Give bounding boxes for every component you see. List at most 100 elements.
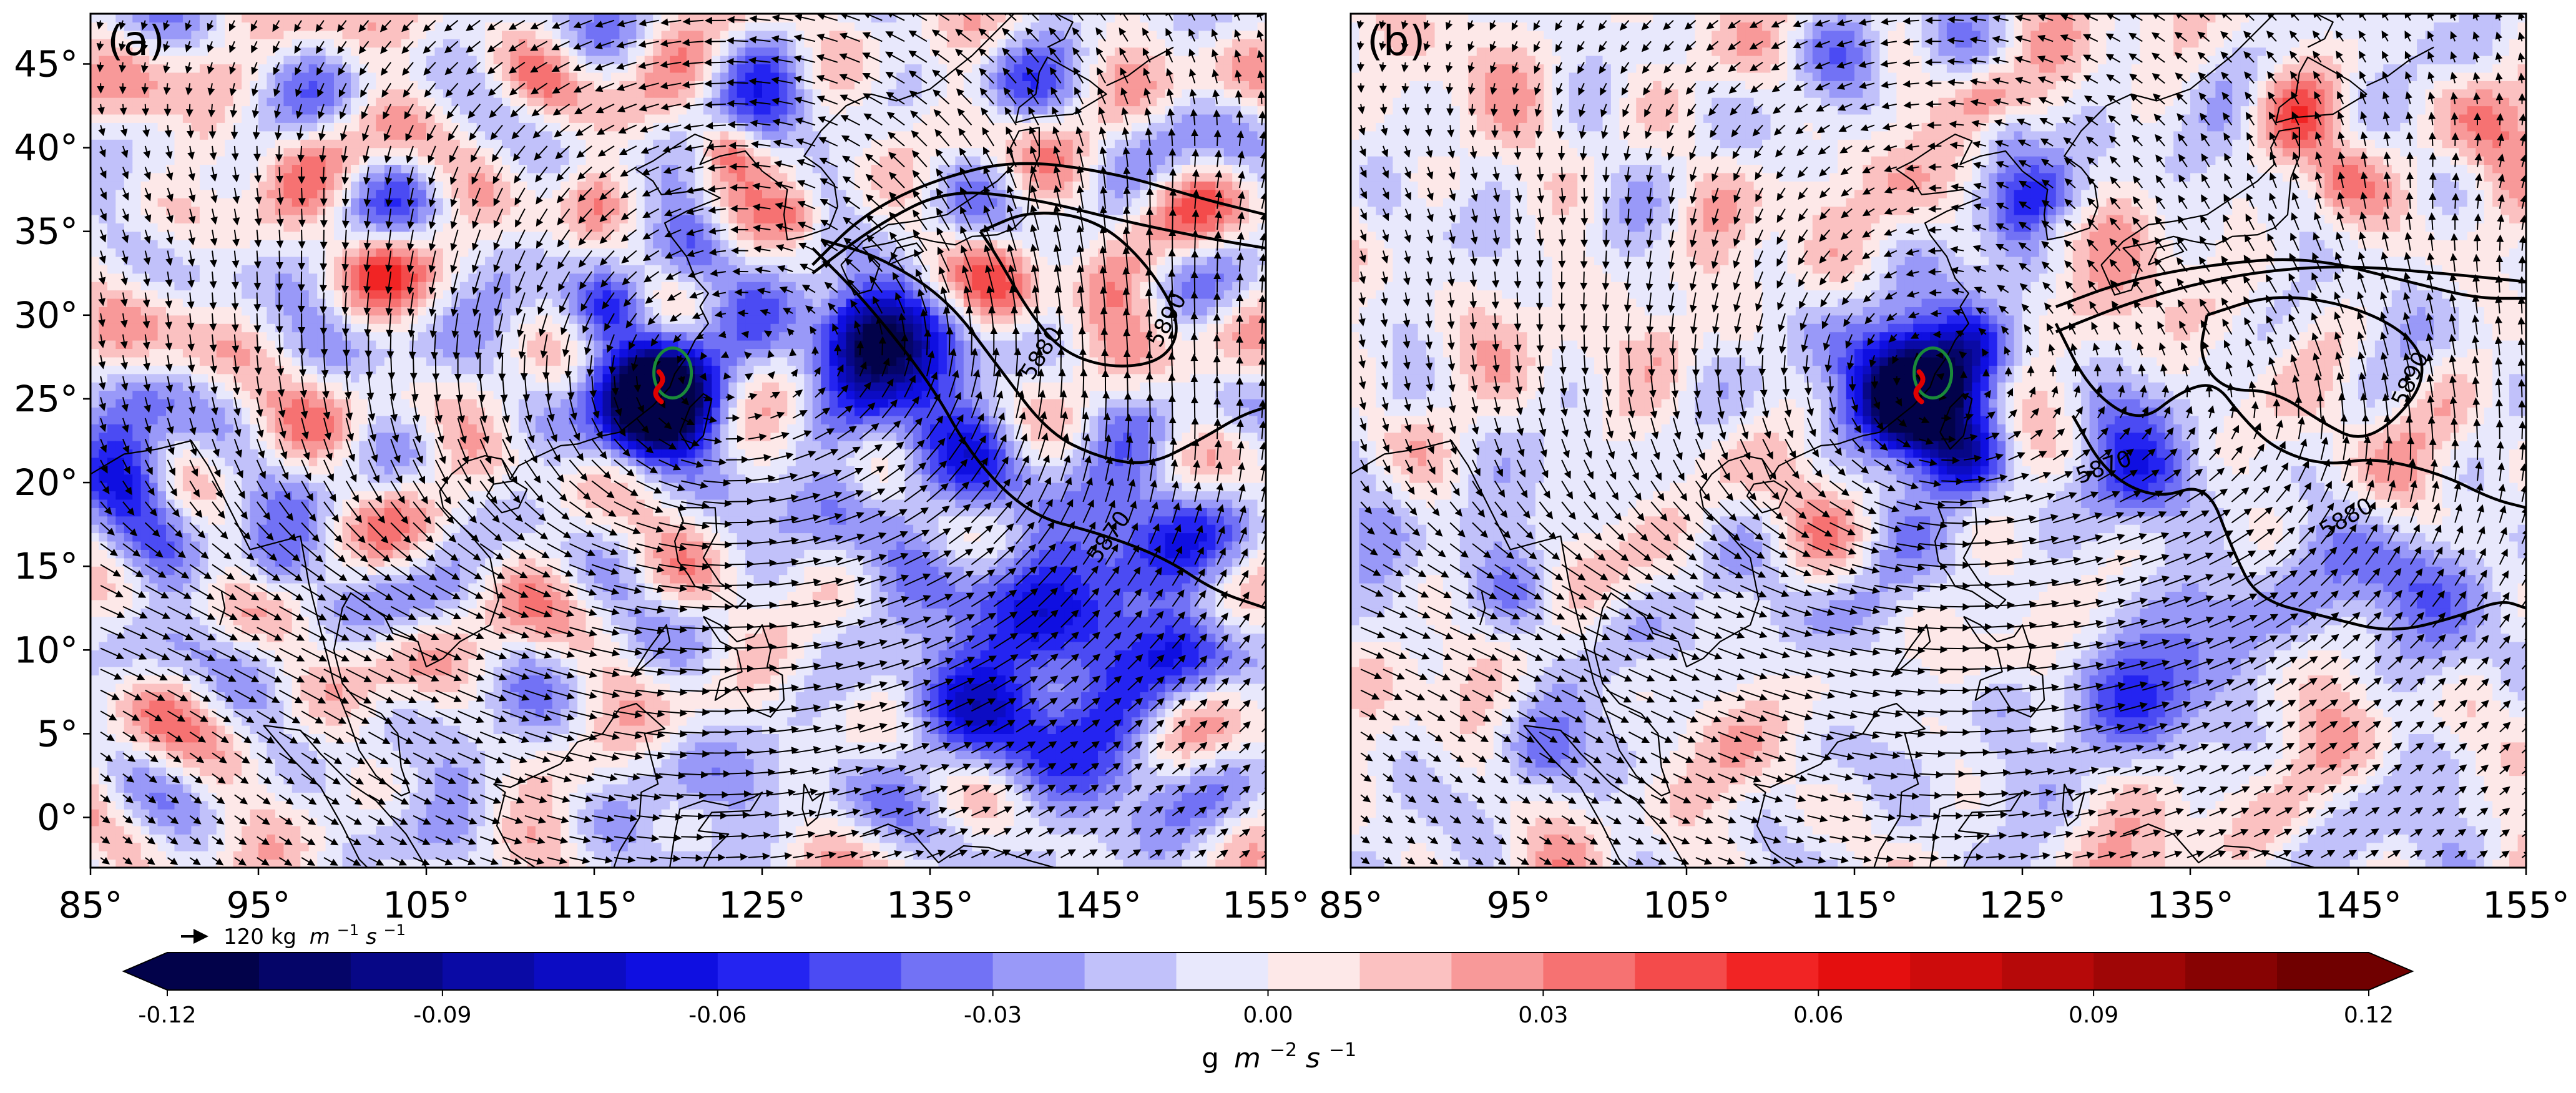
field-cell-a (325, 323, 335, 333)
field-cell-a (376, 742, 385, 751)
field-cell-a (174, 248, 184, 257)
field-cell-a (267, 181, 276, 190)
field-cell-a (468, 189, 477, 199)
field-cell-a (401, 725, 410, 734)
field-cell-a (182, 792, 192, 801)
field-cell-a (359, 817, 368, 826)
field-cell-a (468, 365, 477, 375)
field-cell-a (174, 398, 184, 408)
field-cell-a (342, 650, 351, 659)
field-cell-a (174, 516, 184, 525)
field-cell-a (291, 273, 301, 282)
field-cell-a (334, 181, 343, 190)
field-cell-a (174, 365, 184, 375)
field-cell-a (283, 658, 293, 667)
field-cell-a (149, 240, 159, 249)
field-cell-a (434, 30, 444, 39)
field-cell-a (250, 14, 259, 22)
field-cell-a (91, 22, 99, 31)
field-cell-a (258, 256, 267, 265)
field-cell-a (334, 466, 343, 475)
field-cell-a (258, 825, 267, 835)
field-cell-a (157, 667, 167, 676)
field-cell-a (434, 181, 444, 190)
field-cell-a (401, 700, 410, 709)
field-cell-a (124, 783, 133, 793)
field-cell-a (115, 382, 125, 391)
field-cell-a (99, 591, 108, 600)
field-cell-a (384, 181, 393, 190)
field-cell-a (476, 64, 486, 73)
field-cell-a (291, 156, 301, 165)
field-cell-a (233, 382, 242, 391)
field-cell-a (359, 398, 368, 408)
field-cell-a (107, 516, 116, 525)
field-cell-a (199, 72, 208, 81)
field-cell-a (325, 97, 335, 107)
field-cell-a (291, 800, 301, 810)
field-cell-a (91, 122, 99, 132)
field-cell-a (468, 407, 477, 416)
field-cell-a (140, 457, 150, 466)
field-cell-a (393, 700, 402, 709)
field-cell-a (140, 683, 150, 692)
field-cell-a (140, 499, 150, 508)
field-cell-a (132, 466, 142, 475)
field-cell-a (225, 122, 234, 132)
field-cell-a (225, 14, 234, 22)
field-cell-a (334, 306, 343, 316)
field-cell-a (334, 14, 343, 22)
field-cell-a (485, 532, 494, 542)
field-cell-a (199, 189, 208, 199)
field-cell-a (351, 89, 360, 98)
field-cell-a (443, 164, 452, 174)
field-cell-a (149, 767, 159, 777)
field-cell-a (418, 331, 427, 341)
field-cell-a (283, 382, 293, 391)
field-cell-a (426, 491, 436, 500)
field-cell-a (308, 725, 318, 734)
field-cell-a (199, 223, 208, 232)
field-cell-a (367, 240, 376, 249)
field-cell-a (258, 725, 267, 734)
field-cell-a (258, 89, 267, 98)
field-cell-a (476, 675, 486, 684)
field-cell-a (426, 725, 436, 734)
field-cell-a (191, 658, 200, 667)
field-cell-a (233, 30, 242, 39)
field-cell-a (485, 407, 494, 416)
field-cell-a (376, 122, 385, 132)
field-cell-a (325, 189, 335, 199)
field-cell-a (208, 758, 217, 768)
field-cell-a (334, 365, 343, 375)
field-cell-a (91, 658, 99, 667)
field-cell-a (376, 240, 385, 249)
field-cell-a (418, 105, 427, 115)
field-cell-a (107, 466, 116, 475)
field-cell-a (191, 306, 200, 316)
field-cell-a (426, 483, 436, 492)
field-cell-a (434, 81, 444, 90)
field-cell-a (91, 633, 99, 642)
field-cell-a (459, 340, 469, 350)
field-cell-a (157, 373, 167, 383)
field-cell-a (325, 139, 335, 149)
field-cell-a (216, 725, 225, 734)
field-cell-a (250, 532, 259, 542)
field-cell-a (250, 56, 259, 65)
field-cell-a (216, 265, 225, 274)
field-cell-a (242, 214, 251, 223)
field-cell-a (258, 231, 267, 240)
field-cell-a (124, 566, 133, 576)
field-cell-a (418, 223, 427, 232)
field-cell-a (401, 557, 410, 567)
field-cell-a (485, 424, 494, 433)
field-cell-a (258, 114, 267, 123)
field-cell-a (267, 742, 276, 751)
field-cell-a (250, 775, 259, 785)
field-cell-a (434, 290, 444, 299)
field-cell-a (267, 256, 276, 265)
field-cell-a (451, 524, 461, 534)
field-cell-a (132, 800, 142, 810)
field-cell-a (485, 415, 494, 424)
